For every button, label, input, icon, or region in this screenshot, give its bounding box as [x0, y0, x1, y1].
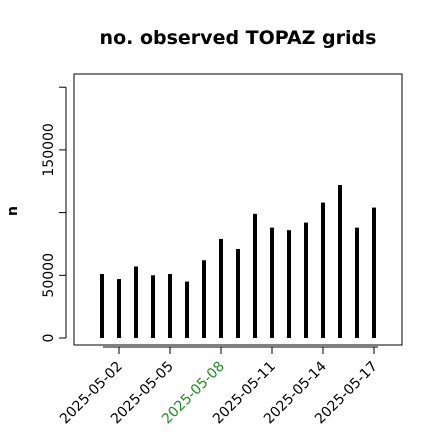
bar: [338, 185, 342, 338]
bar: [117, 279, 121, 338]
plot-frame: [73, 73, 403, 346]
chart-title: no. observed TOPAZ grids: [100, 27, 377, 49]
bar: [304, 222, 308, 338]
bar: [270, 227, 274, 338]
bar: [355, 227, 359, 338]
y-tick-label: 50000: [41, 253, 57, 298]
y-axis-label: n: [5, 206, 21, 216]
bar: [151, 275, 155, 338]
bar: [168, 274, 172, 338]
bar: [321, 202, 325, 338]
y-axis: 0 50000 150000: [41, 86, 67, 343]
y-tick-label: 0: [41, 334, 57, 343]
bar: [134, 266, 138, 338]
bar: [100, 274, 104, 338]
y-tick-label: 150000: [41, 123, 57, 176]
bar: [287, 230, 291, 338]
bar: [236, 248, 240, 338]
bar: [202, 260, 206, 338]
bar: [253, 213, 257, 338]
bar: [219, 238, 223, 338]
x-axis: 2025-05-022025-05-052025-05-082025-05-11…: [57, 346, 381, 427]
bar: [185, 281, 189, 338]
bars: [100, 185, 376, 338]
bar: [372, 207, 376, 338]
